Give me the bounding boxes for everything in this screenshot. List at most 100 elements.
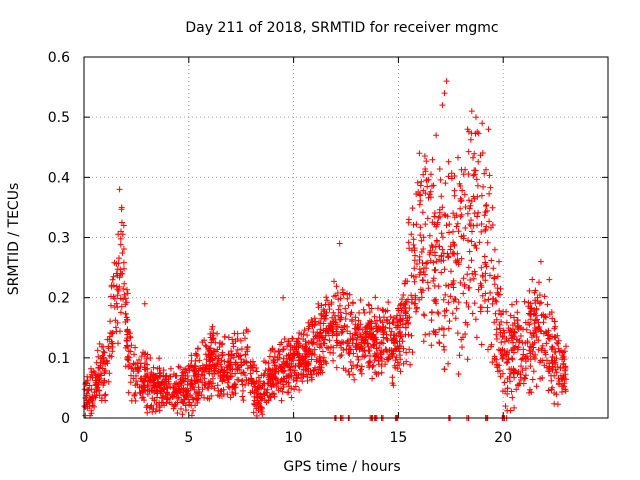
data-point bbox=[112, 324, 119, 331]
data-point bbox=[409, 349, 416, 356]
data-point bbox=[219, 367, 226, 374]
data-point bbox=[453, 305, 460, 312]
data-point bbox=[484, 207, 490, 214]
data-point bbox=[393, 354, 400, 361]
data-point bbox=[527, 350, 534, 357]
data-point bbox=[447, 293, 454, 300]
data-point bbox=[262, 367, 269, 374]
data-point bbox=[493, 326, 500, 333]
data-point bbox=[300, 373, 307, 380]
data-point bbox=[410, 241, 417, 248]
data-point bbox=[178, 405, 184, 412]
data-point bbox=[330, 319, 337, 326]
data-point bbox=[147, 355, 154, 361]
data-point bbox=[424, 279, 431, 286]
data-point bbox=[429, 309, 435, 315]
data-point bbox=[505, 337, 512, 344]
data-point bbox=[283, 352, 290, 359]
data-point bbox=[530, 344, 537, 351]
data-point bbox=[234, 346, 241, 353]
data-point bbox=[243, 326, 250, 333]
data-point bbox=[439, 234, 446, 241]
data-point bbox=[175, 363, 182, 370]
data-point bbox=[504, 407, 511, 414]
data-point bbox=[182, 402, 189, 409]
grid-lines bbox=[84, 57, 608, 418]
data-point bbox=[478, 304, 485, 311]
data-point bbox=[145, 377, 152, 384]
data-point bbox=[451, 242, 458, 249]
data-point bbox=[548, 386, 555, 393]
data-point bbox=[408, 231, 415, 238]
data-point bbox=[474, 213, 481, 220]
data-point bbox=[214, 346, 221, 353]
data-point bbox=[457, 183, 464, 189]
data-point bbox=[432, 252, 439, 259]
data-point bbox=[513, 386, 520, 393]
data-point bbox=[526, 287, 533, 294]
data-point bbox=[482, 209, 489, 215]
data-point bbox=[500, 354, 506, 361]
data-point bbox=[106, 370, 113, 377]
data-point bbox=[131, 391, 138, 398]
data-point bbox=[340, 339, 347, 346]
data-point bbox=[472, 130, 479, 137]
data-point bbox=[514, 317, 521, 324]
data-point bbox=[413, 221, 420, 228]
data-point bbox=[469, 228, 475, 235]
data-point bbox=[108, 283, 115, 290]
data-point bbox=[532, 297, 539, 304]
data-point bbox=[370, 335, 377, 342]
data-point bbox=[499, 388, 506, 395]
data-point bbox=[181, 396, 188, 403]
data-point bbox=[272, 366, 279, 373]
data-point bbox=[427, 257, 434, 264]
data-point bbox=[188, 402, 195, 409]
data-point bbox=[543, 329, 550, 336]
data-point bbox=[510, 339, 516, 346]
data-point bbox=[134, 364, 141, 371]
data-point bbox=[467, 202, 474, 209]
data-point bbox=[315, 370, 322, 377]
data-point bbox=[451, 192, 458, 199]
data-point bbox=[305, 365, 311, 372]
data-point bbox=[323, 294, 330, 301]
data-point bbox=[345, 302, 352, 309]
data-point bbox=[354, 324, 361, 331]
data-point bbox=[522, 375, 529, 382]
data-point bbox=[119, 250, 126, 256]
data-point bbox=[352, 314, 359, 321]
data-point bbox=[179, 411, 186, 418]
data-point bbox=[551, 318, 558, 325]
data-point bbox=[476, 239, 483, 246]
data-point bbox=[553, 369, 560, 376]
data-point bbox=[491, 281, 498, 288]
data-point bbox=[318, 361, 325, 368]
data-point bbox=[445, 253, 452, 260]
data-point bbox=[471, 167, 478, 174]
data-point bbox=[466, 248, 473, 255]
data-point bbox=[84, 373, 91, 380]
data-point bbox=[163, 400, 170, 407]
data-point bbox=[419, 209, 426, 216]
data-point bbox=[438, 193, 445, 200]
data-point bbox=[379, 306, 386, 313]
data-point bbox=[402, 324, 409, 331]
data-point bbox=[377, 340, 384, 347]
data-point bbox=[506, 329, 513, 336]
data-point bbox=[493, 331, 500, 338]
data-point bbox=[224, 372, 231, 379]
data-point bbox=[206, 396, 213, 402]
data-point bbox=[555, 375, 562, 382]
data-point bbox=[490, 265, 497, 272]
data-point bbox=[240, 387, 246, 394]
data-point bbox=[240, 397, 247, 404]
data-point bbox=[475, 158, 482, 165]
data-point bbox=[514, 323, 521, 330]
data-point bbox=[144, 386, 151, 393]
data-point bbox=[412, 252, 418, 259]
data-point bbox=[366, 364, 373, 371]
data-point bbox=[360, 334, 367, 340]
data-point bbox=[348, 365, 355, 372]
data-point bbox=[225, 376, 232, 383]
